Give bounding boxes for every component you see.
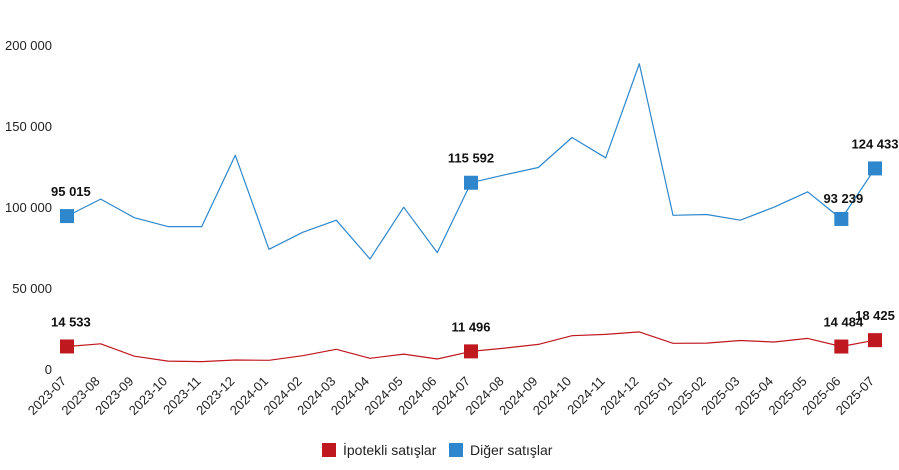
legend-swatch [322, 443, 336, 457]
data-point-marker [60, 339, 74, 354]
data-point-marker [464, 344, 478, 359]
y-tick-label: 50 000 [12, 281, 52, 296]
x-axis: 2023-072023-082023-092023-102023-112023-… [25, 374, 877, 418]
data-label: 115 592 [448, 151, 494, 166]
data-label: 18 425 [855, 308, 895, 323]
series-2 [60, 63, 882, 260]
y-tick-label: 100 000 [5, 200, 52, 215]
y-tick-label: 0 [45, 362, 52, 377]
y-tick-label: 200 000 [5, 38, 52, 53]
data-point-marker [834, 339, 849, 354]
data-point-marker [834, 211, 849, 226]
data-label: 14 484 [823, 315, 864, 330]
legend-item: İpotekli satışlar [322, 441, 437, 458]
legend-label: Diğer satışlar [470, 442, 553, 458]
y-axis: 0 50 000 100 000 150 000 200 000 [5, 38, 52, 377]
data-point-marker [868, 161, 882, 176]
data-label: 11 496 [451, 319, 490, 334]
legend: İpotekli satışlar Diğer satışlar [322, 441, 553, 458]
data-label: 95 015 [51, 184, 91, 199]
data-label: 14 533 [51, 314, 91, 329]
data-point-marker [464, 175, 478, 190]
y-tick-label: 150 000 [5, 119, 52, 134]
data-point-marker [868, 333, 882, 348]
legend-item: Diğer satışlar [449, 442, 553, 458]
data-point-marker [60, 209, 74, 224]
series-layer [60, 63, 882, 363]
legend-label: İpotekli satışlar [343, 441, 437, 458]
data-label: 93 239 [823, 191, 863, 206]
series-1 [60, 331, 882, 363]
data-label: 124 433 [852, 136, 899, 151]
legend-swatch [449, 443, 463, 457]
